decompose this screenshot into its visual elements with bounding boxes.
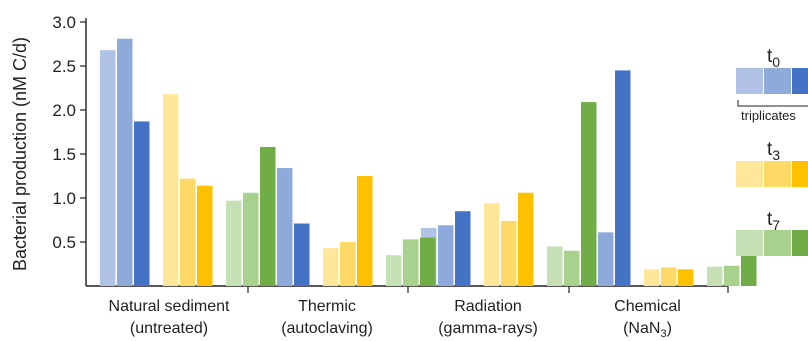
legend-swatch: [792, 68, 808, 94]
legend-title-subscript: 3: [772, 147, 780, 163]
bar: [134, 121, 150, 286]
bar: [661, 267, 677, 286]
legend-title-main: t: [767, 209, 773, 230]
legend-title-subscript: 0: [772, 54, 780, 70]
legend-title: t3: [767, 139, 780, 163]
bar: [678, 269, 694, 286]
legend-title: t7: [767, 209, 780, 233]
bar: [518, 192, 534, 286]
category-label-line2-text: (untreated): [130, 320, 208, 337]
legend-swatch: [764, 230, 791, 256]
category-label-line1: Thermic: [298, 298, 356, 315]
legend-swatch: [736, 68, 763, 94]
category-label-line2-end: ): [667, 320, 672, 337]
bar: [438, 225, 454, 286]
bar: [180, 178, 196, 286]
y-tick-label: 1.0: [52, 189, 76, 208]
legend-title-main: t: [767, 46, 773, 67]
legend-swatch: [764, 68, 791, 94]
bar: [294, 223, 310, 286]
bar: [243, 192, 259, 286]
bar: [197, 185, 213, 286]
legend-swatch: [736, 230, 763, 256]
bar: [707, 266, 723, 286]
bars: [100, 38, 757, 287]
bar: [501, 220, 517, 286]
y-tick-label: 2.5: [52, 57, 76, 76]
bar: [340, 242, 356, 286]
bar: [615, 70, 631, 287]
category-label-line2: (gamma-rays): [438, 320, 538, 337]
bar: [323, 248, 339, 286]
bar: [403, 239, 419, 286]
legend-swatch: [736, 161, 763, 187]
category-label-line2-text: (gamma-rays): [438, 320, 538, 337]
category-label-line1: Chemical: [614, 298, 681, 315]
labels: Natural sediment (untreated) Thermic (autoc…: [109, 298, 681, 340]
category-label-subscript: 3: [660, 328, 666, 340]
category-label-line1: Radiation: [454, 298, 522, 315]
bar: [581, 102, 597, 286]
bar: [420, 237, 436, 286]
bar: [100, 50, 116, 286]
bar: [547, 246, 563, 286]
legend-note: triplicates: [741, 108, 796, 123]
category-label-line2: (autoclaving): [281, 320, 373, 337]
category-label-line2-text: (NaN: [623, 320, 660, 337]
bar: [386, 255, 402, 286]
legend-title: t0: [767, 46, 780, 70]
bar: [260, 146, 276, 286]
bar: [357, 176, 373, 286]
legend-title-subscript: 7: [772, 217, 780, 233]
bar: [484, 203, 500, 286]
bar: [644, 269, 660, 286]
y-tick-label: 1.5: [52, 145, 76, 164]
legend-title-main: t: [767, 139, 773, 160]
bar: [741, 253, 757, 286]
bar: [277, 168, 293, 286]
legend-swatch: [792, 230, 808, 256]
category-label-line2-text: (autoclaving): [281, 320, 373, 337]
bar: [226, 200, 242, 286]
bar: [724, 265, 740, 286]
category-label-line1: Natural sediment: [109, 298, 231, 315]
category-label-line2: (untreated): [130, 320, 208, 337]
y-tick-label: 2.0: [52, 101, 76, 120]
legend-bracket: [737, 100, 808, 107]
y-tick-label: 3.0: [52, 13, 76, 32]
legend-swatch: [792, 161, 808, 187]
bar: [163, 94, 179, 286]
legend-swatch: [764, 161, 791, 187]
y-axis-title: Bacterial production (nM C/d): [10, 37, 30, 271]
bar: [564, 250, 580, 286]
y-tick-label: 0.5: [52, 233, 76, 252]
bar: [117, 38, 133, 286]
bar: [598, 232, 614, 286]
bar: [455, 211, 471, 286]
category-label-line2: (NaN3): [623, 320, 672, 340]
